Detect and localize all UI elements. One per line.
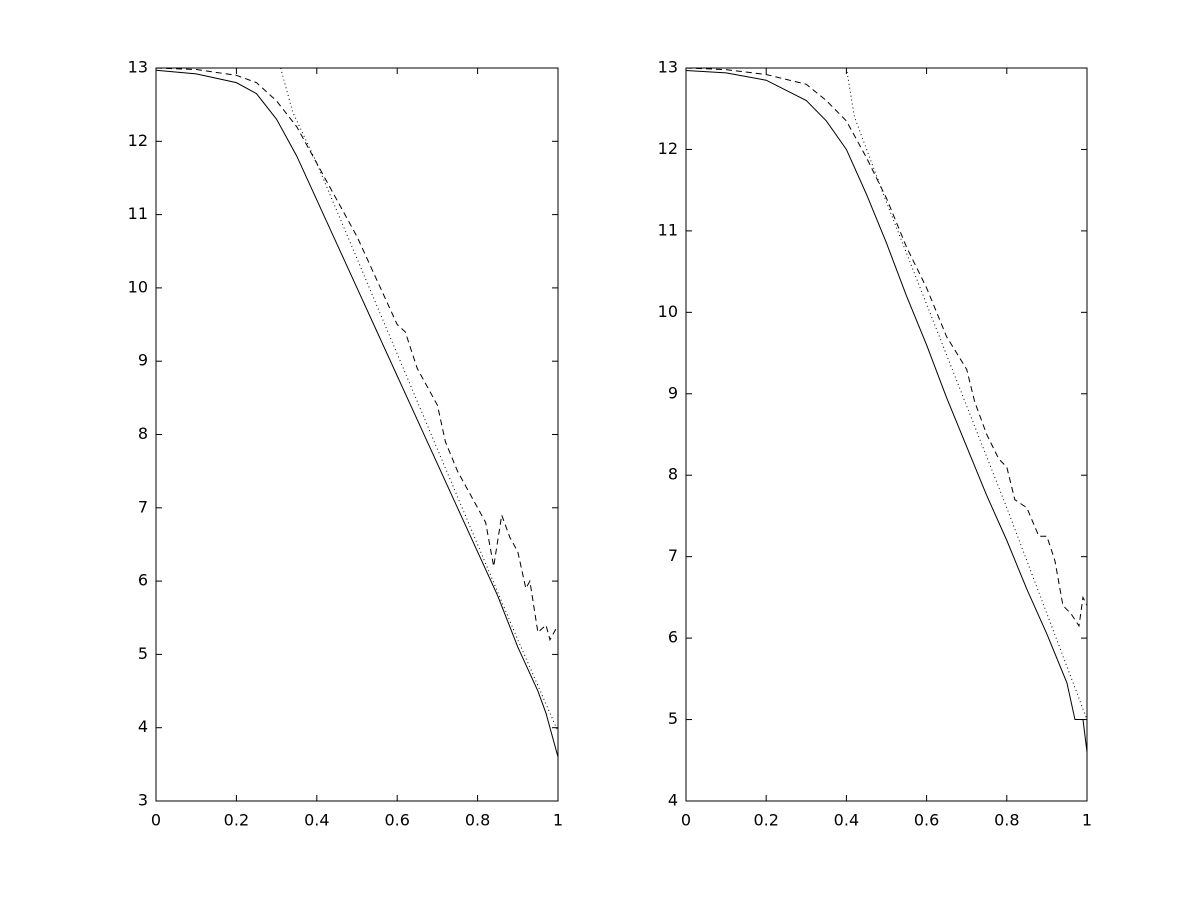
y-tick-label: 9 <box>668 383 678 402</box>
x-tick-label: 0.8 <box>465 811 490 830</box>
y-tick-label: 5 <box>138 644 148 663</box>
y-tick-label: 6 <box>138 571 148 590</box>
y-tick-label: 8 <box>138 424 148 443</box>
data-line <box>155 69 559 758</box>
y-tick-label: 3 <box>138 791 148 810</box>
y-tick-label: 11 <box>128 204 148 223</box>
y-tick-label: 12 <box>128 131 148 150</box>
y-tick-label: 7 <box>668 546 678 565</box>
y-tick-label: 9 <box>138 351 148 370</box>
x-tick-label: 1 <box>553 811 563 830</box>
x-tick-label: 0.6 <box>914 811 939 830</box>
x-tick-label: 0.2 <box>753 811 778 830</box>
data-line <box>685 67 1088 628</box>
x-tick-label: 0 <box>151 811 161 830</box>
data-line <box>155 67 559 642</box>
y-tick-label: 13 <box>658 58 678 77</box>
y-tick-label: 10 <box>128 277 148 296</box>
plot-area <box>155 67 559 802</box>
x-tick-label: 0.8 <box>994 811 1019 830</box>
x-tick-label: 0.2 <box>224 811 249 830</box>
data-line <box>280 67 559 732</box>
y-tick-label: 12 <box>658 139 678 158</box>
y-tick-label: 5 <box>668 709 678 728</box>
y-tick-label: 8 <box>668 465 678 484</box>
y-tick-label: 4 <box>138 717 148 736</box>
x-tick-label: 0.4 <box>834 811 859 830</box>
data-line <box>845 67 1088 720</box>
y-tick-label: 13 <box>128 58 148 77</box>
y-tick-label: 6 <box>668 628 678 647</box>
y-tick-label: 11 <box>658 220 678 239</box>
x-tick-label: 1 <box>1082 811 1092 830</box>
y-tick-label: 4 <box>668 791 678 810</box>
plot-area <box>685 67 1088 802</box>
data-line <box>685 69 1088 753</box>
y-tick-label: 10 <box>658 302 678 321</box>
x-tick-label: 0.4 <box>304 811 329 830</box>
x-tick-label: 0.6 <box>384 811 409 830</box>
x-tick-label: 0 <box>681 811 691 830</box>
y-tick-label: 7 <box>138 497 148 516</box>
